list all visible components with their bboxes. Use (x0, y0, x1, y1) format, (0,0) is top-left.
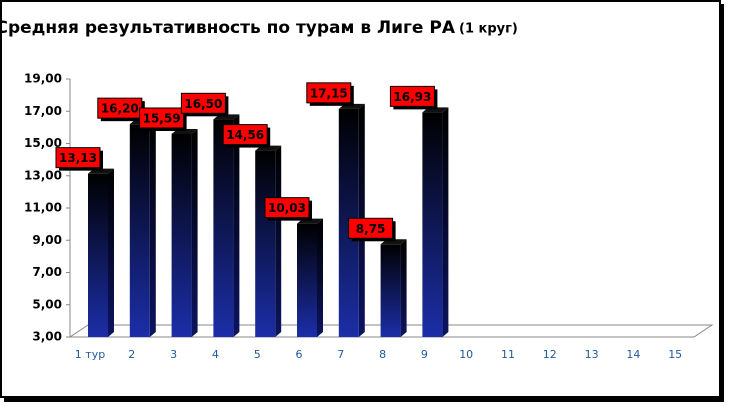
chart-subtitle: (1 круг) (459, 22, 518, 37)
value-label-box (55, 147, 101, 169)
bar (422, 112, 443, 337)
x-tick-label: 11 (501, 348, 515, 361)
x-tick-label: 1 тур (75, 348, 105, 361)
value-label: 10,03 (268, 201, 306, 215)
x-tick-label: 3 (170, 348, 177, 361)
value-label: 16,20 (101, 102, 139, 116)
x-tick-label: 6 (296, 348, 303, 361)
x-tick-label: 13 (585, 348, 599, 361)
bar (255, 150, 276, 337)
y-tick-label: 17,00 (24, 104, 62, 118)
x-tick-label: 12 (543, 348, 557, 361)
value-label: 8,75 (356, 222, 386, 236)
y-tick-label: 15,00 (24, 136, 62, 150)
value-label-box (180, 92, 226, 114)
value-label: 13,13 (59, 151, 97, 165)
x-tick-label: 15 (668, 348, 682, 361)
bar-side (149, 119, 156, 338)
chart-title: Средняя результативность по турам в Лиге… (0, 18, 456, 38)
bar-side (442, 107, 449, 337)
bar (380, 244, 401, 337)
y-tick-label: 9,00 (32, 233, 62, 247)
y-tick-label: 11,00 (24, 201, 62, 215)
value-label-box (306, 82, 352, 104)
y-tick-label: 5,00 (32, 297, 62, 311)
y-tick-label: 3,00 (32, 330, 62, 344)
value-label: 16,50 (184, 97, 222, 111)
value-label: 16,93 (393, 90, 431, 104)
value-label-box (389, 85, 435, 107)
x-tick-label: 7 (337, 348, 344, 361)
x-tick-label: 4 (212, 348, 219, 361)
bar (88, 173, 108, 337)
value-label: 14,56 (226, 128, 264, 142)
x-tick-label: 14 (626, 348, 640, 361)
value-label-box (139, 107, 185, 129)
bar-side (400, 239, 407, 337)
x-tick-label: 10 (459, 348, 473, 361)
value-label-box (222, 124, 268, 146)
bar-side (191, 128, 198, 337)
y-tick-label: 7,00 (32, 265, 62, 279)
bar-side (108, 168, 114, 337)
value-label-box (348, 217, 394, 239)
value-label-box (264, 197, 310, 219)
bar (129, 124, 150, 338)
bar-side (233, 114, 240, 337)
x-tick-label: 8 (379, 348, 386, 361)
x-tick-label: 5 (254, 348, 261, 361)
bar (213, 119, 234, 337)
x-tick-label: 2 (128, 348, 135, 361)
bar-side (317, 218, 323, 337)
bar-side (275, 145, 282, 337)
bar (171, 133, 192, 337)
y-tick-label: 19,00 (24, 72, 62, 86)
value-label: 15,59 (143, 111, 181, 125)
bar (297, 223, 317, 337)
x-tick-label: 9 (421, 348, 428, 361)
y-tick-label: 13,00 (24, 168, 62, 182)
value-label: 17,15 (310, 86, 348, 100)
